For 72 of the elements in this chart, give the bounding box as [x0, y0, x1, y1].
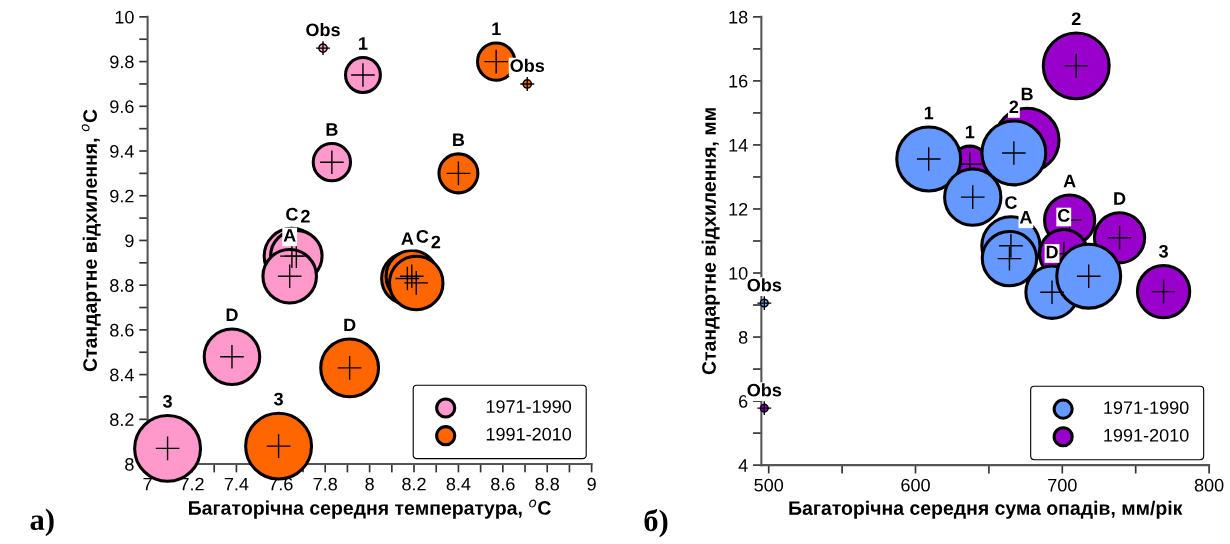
y-tick-label: 4 [738, 459, 748, 472]
annotation: B [326, 123, 338, 136]
x-tick-label: 7.8 [313, 477, 337, 491]
x-tick-label: 7.4 [224, 477, 249, 491]
y-tick-label: 10 [729, 266, 748, 280]
text: а) [30, 508, 54, 537]
annotation: 3 [1158, 244, 1168, 258]
y-tick-label: 14 [729, 139, 748, 152]
annotation: 2 [1071, 12, 1081, 25]
x-tick-label: 600 [901, 478, 930, 492]
annotation: 2 [301, 209, 310, 223]
y-tick-label: 8.4 [110, 368, 134, 382]
text: б) [644, 508, 668, 538]
x-tick-label: 8.6 [491, 477, 515, 491]
y-tick-label: 9.4 [110, 144, 134, 158]
annotation: 2 [1009, 100, 1019, 114]
annotation: 3 [273, 392, 283, 406]
annotation: A [401, 232, 414, 245]
annotation: B [453, 133, 465, 146]
x-tick-label: 7 [143, 477, 152, 491]
annotation: 1 [492, 22, 501, 36]
x-axis-title: Багаторічна середня сума опадів, мм/рік [789, 500, 1183, 519]
x-tick-label: 700 [1048, 478, 1077, 492]
y-tick-label: 12 [729, 202, 748, 216]
y-tick-label: 9.2 [110, 189, 134, 203]
y-tick-label: 9.8 [110, 55, 134, 69]
annotation: 1 [924, 106, 934, 120]
y-axis-title: Стандартне відхилення, $^{o}$C [81, 109, 101, 372]
annotation: 1 [965, 125, 975, 139]
legend-label: 1971-1990 [1104, 401, 1189, 415]
annotation: A [1063, 174, 1076, 188]
annotation: A [1019, 211, 1032, 224]
annotation: Obs [306, 23, 340, 37]
legend-label: 1991-2010 [1104, 428, 1189, 442]
y-tick-label: 16 [729, 74, 748, 88]
annotation: Obs [747, 278, 782, 292]
y-tick-label: 6 [739, 395, 748, 408]
annotation: D [226, 308, 238, 322]
y-tick-label: 8 [738, 330, 748, 344]
y-tick-label: 9 [125, 234, 134, 248]
annotation: D [1046, 245, 1058, 259]
annotation: B [1021, 87, 1033, 101]
annotation: D [1114, 192, 1126, 205]
x-tick-label: 8.2 [402, 477, 426, 491]
y-tick-label: 8.8 [110, 279, 134, 292]
y-tick-label: 8.6 [110, 323, 134, 337]
annotation: D [344, 318, 356, 332]
legend-label: 1991-2010 [486, 427, 572, 441]
y-axis-title: Стандартне відхилення, мм [701, 108, 720, 375]
x-tick-label: 7.2 [180, 477, 204, 491]
x-axis-title: Багаторічна середня температура, $^{o}$C [189, 499, 551, 519]
x-tick-label: 9 [587, 477, 596, 491]
annotation: C [1005, 196, 1017, 209]
x-tick-label: 800 [1194, 478, 1224, 492]
y-tick-label: 9.6 [110, 100, 134, 114]
y-tick-label: 8.2 [110, 413, 134, 427]
annotation: C [416, 229, 429, 243]
annotation: Obs [510, 58, 545, 73]
y-tick-label: 10 [115, 10, 134, 24]
annotation: C [286, 207, 298, 221]
x-tick-label: 500 [754, 478, 784, 492]
annotation: 1 [359, 37, 368, 50]
annotation: 2 [431, 235, 441, 249]
x-tick-label: 8.4 [446, 477, 471, 491]
annotation: Obs [747, 383, 782, 397]
y-tick-label: 18 [729, 10, 748, 24]
annotation: A [283, 229, 296, 242]
x-tick-label: 8.8 [535, 477, 559, 491]
x-tick-label: 8 [365, 477, 374, 491]
y-tick-label: 8 [125, 457, 134, 471]
legend-label: 1971-1990 [486, 400, 572, 413]
annotation: 3 [162, 394, 172, 408]
